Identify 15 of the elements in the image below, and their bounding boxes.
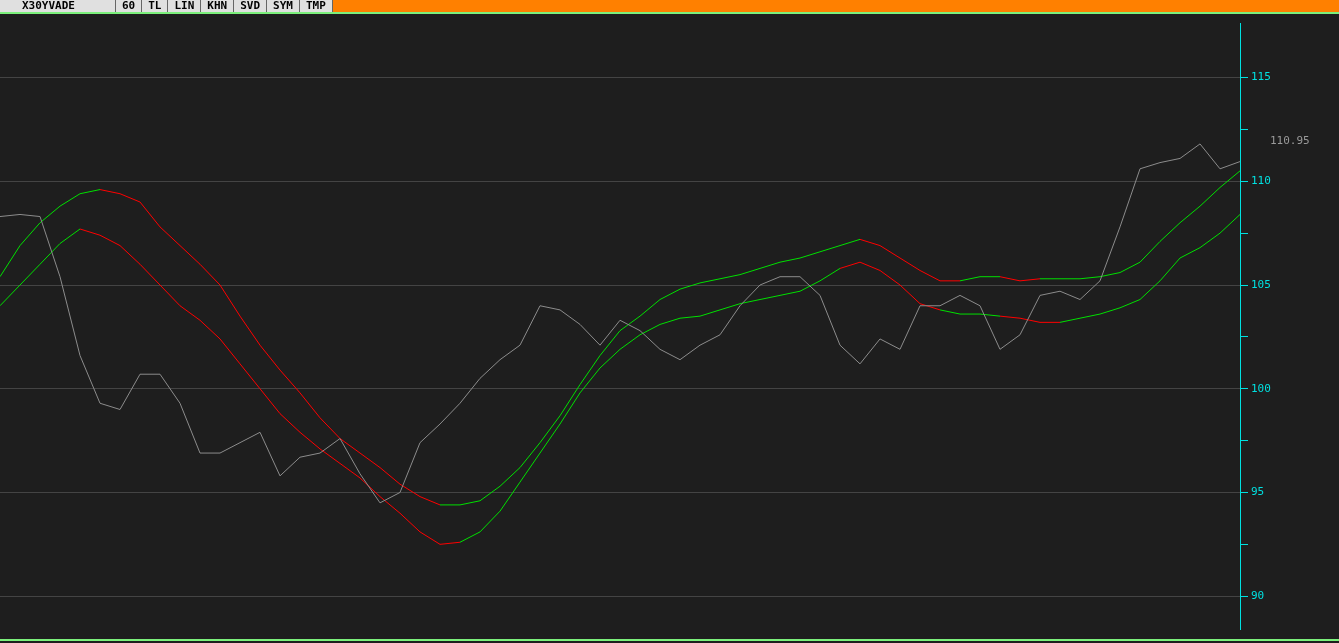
y-tick-label: 110 — [1251, 174, 1271, 188]
text: 110.95 — [1270, 134, 1310, 148]
text: SYM — [267, 0, 300, 12]
text: TMP — [299, 0, 333, 12]
text: LIN — [168, 0, 202, 12]
y-tick-label: 105 — [1251, 277, 1271, 291]
text: KHN — [201, 0, 235, 12]
text: TL — [142, 0, 169, 12]
y-tick-label: 95 — [1251, 485, 1265, 499]
y-tick-label: 90 — [1251, 589, 1265, 603]
chart-title: X30YVADE — [0, 0, 116, 12]
text: 60 — [115, 0, 143, 12]
y-tick-label: 115 — [1251, 70, 1271, 84]
text: SVD — [234, 0, 268, 12]
y-tick-label: 100 — [1251, 381, 1271, 395]
